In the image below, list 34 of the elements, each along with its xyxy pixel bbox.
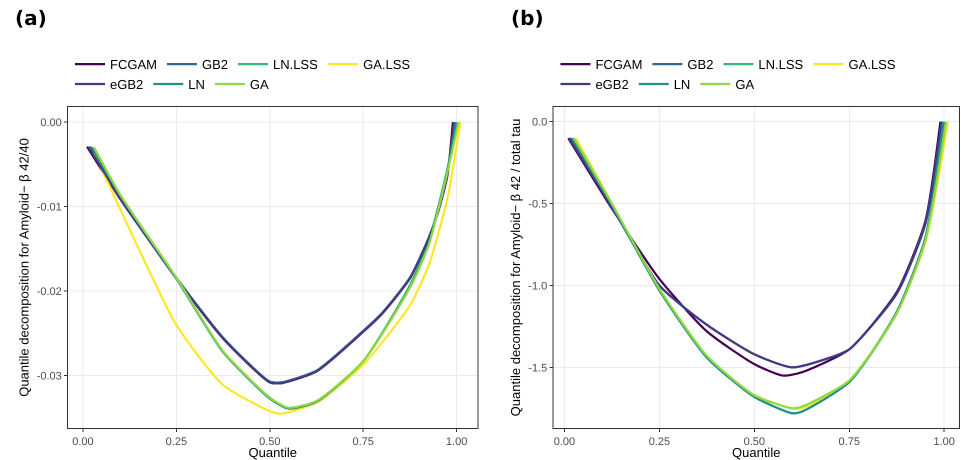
legend-label: LN.LSS	[272, 57, 318, 72]
legend-label: GA.LSS	[848, 57, 896, 72]
x-tick-label: 0.25	[166, 436, 188, 448]
legend-label: FCGAM	[595, 57, 642, 72]
legend-label: eGB2	[110, 77, 144, 92]
chart-title: (a)	[15, 6, 47, 30]
legend-label: FCGAM	[110, 57, 157, 72]
x-tick-label: 0.25	[648, 436, 670, 448]
y-tick-label: -0.03	[36, 370, 62, 382]
legend-label: LN	[188, 77, 205, 92]
y-tick-label: -0.02	[36, 286, 62, 298]
legend-label: GA	[735, 77, 754, 92]
legend-label: GA.LSS	[363, 57, 410, 72]
legend-label: GB2	[202, 57, 228, 72]
legend-label: LN.LSS	[758, 57, 804, 72]
y-tick-label: 0.0	[532, 116, 548, 129]
y-tick-label: -0.01	[36, 202, 62, 214]
x-tick-label: 0.00	[72, 436, 94, 448]
y-axis-title: Quantile decomposition for Amyloid− β 42 / total tau	[508, 118, 524, 416]
legend-label: eGB2	[595, 77, 629, 92]
y-axis-title: Quantile decomposition for Amyloid− β 42/40	[16, 138, 32, 397]
legend-label: LN	[674, 77, 690, 92]
x-tick-label: 1.00	[933, 436, 955, 448]
legend-label: GB2	[687, 57, 714, 72]
y-tick-label: -0.5	[528, 198, 548, 210]
legend-label: GA	[250, 77, 269, 92]
x-tick-label: 1.00	[446, 436, 468, 448]
chart-title: (b)	[511, 6, 544, 30]
y-tick-label: -1.0	[528, 280, 548, 292]
y-tick-label: -1.5	[528, 362, 548, 374]
x-tick-label: 0.00	[554, 436, 576, 448]
x-tick-label: 0.75	[838, 436, 860, 448]
x-tick-label: 0.75	[352, 436, 374, 448]
y-tick-label: 0.00	[40, 117, 62, 130]
